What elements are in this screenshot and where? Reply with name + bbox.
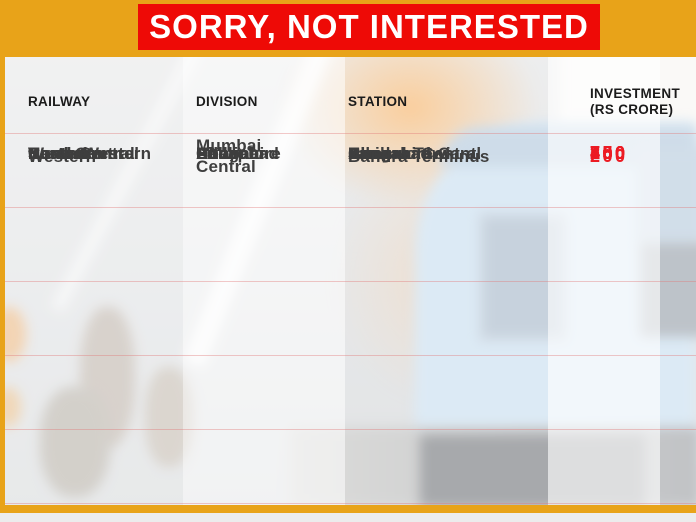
division-cell: Howrah <box>196 144 260 163</box>
row-separator <box>5 207 696 208</box>
row-separator <box>5 429 696 430</box>
investment-column-band <box>548 57 660 505</box>
division-cell: Pune <box>196 144 239 163</box>
row-separator <box>5 133 696 134</box>
division-cell: Bhopal <box>196 144 255 163</box>
table-header: RAILWAY DIVISION STATION INVESTMENT (RS … <box>0 77 696 127</box>
division-cell: Bangalore <box>196 144 281 163</box>
column-header-investment-line1: INVESTMENT <box>590 86 681 101</box>
investment-cell: 350 <box>590 143 628 163</box>
row-separator <box>5 503 696 504</box>
column-header-investment-line2: (RS CRORE) <box>590 102 674 117</box>
bottom-gold-bar <box>0 505 696 513</box>
bottom-margin <box>0 513 696 522</box>
station-cell: Chennai Central <box>348 144 482 163</box>
column-header-division: DIVISION <box>196 94 258 109</box>
railway-cell: North Central <box>28 144 140 163</box>
investment-cell: 80 <box>590 143 616 163</box>
railway-cell: Northern <box>28 144 102 163</box>
investment-cell: 400 <box>590 143 628 163</box>
table-row: Northern Delhi Faridabad 70 <box>0 135 696 172</box>
station-cell: Allahabad <box>348 144 432 163</box>
railway-column-band <box>5 57 183 505</box>
station-cell: Faridabad <box>348 144 432 163</box>
station-cell: Pune <box>348 144 391 163</box>
left-gold-border <box>0 57 5 513</box>
division-cell: Firozpur <box>196 144 266 163</box>
investment-cell: 75 <box>590 143 616 163</box>
station-cell: Howrah <box>348 144 412 163</box>
investment-cell: 150 <box>590 143 628 163</box>
table-row: Northern Firozpur Jammu Tawi 75 <box>0 135 696 172</box>
railway-cell: Eastern <box>28 144 92 163</box>
column-header-station: STATION <box>348 94 408 109</box>
railway-cell: South-Western <box>28 144 152 163</box>
table-row: Eastern Howrah Howrah 400 <box>0 135 696 172</box>
division-cell: Mumbai Central <box>196 136 262 176</box>
column-header-railway: RAILWAY <box>28 94 91 109</box>
division-cell: Delhi <box>196 144 239 163</box>
investment-cell: 200 <box>590 143 628 163</box>
investment-cell: 70 <box>590 143 616 163</box>
railway-cell: West-Central <box>28 144 135 163</box>
investment-cell: 75 <box>590 143 616 163</box>
railway-cell: Western <box>28 146 97 166</box>
table-row: Western Mumbai Central Bandra Terminus 2… <box>0 135 696 176</box>
station-cell: Bangalore Cant. <box>348 144 482 163</box>
division-cell: Chennai <box>196 144 265 163</box>
title-banner: SORRY, NOT INTERESTED <box>138 4 600 50</box>
row-separator <box>5 281 696 282</box>
table-row: West-Central Bhopal Bhopal 75 <box>0 135 696 172</box>
top-gold-band: SORRY, NOT INTERESTED <box>0 0 696 57</box>
table-row: Southern Chennai Chennai Central 350 <box>0 135 696 172</box>
railway-cell: Southern <box>28 144 105 163</box>
station-cell: Bandra Terminus <box>348 146 490 166</box>
column-header-investment: INVESTMENT (RS CRORE) <box>570 86 696 118</box>
railway-cell: Central <box>28 144 88 163</box>
table-row: South-Western Bangalore Bangalore Cant. … <box>0 135 696 172</box>
table-row: Central Pune Pune 200 <box>0 135 696 172</box>
photo-table-area: RAILWAY DIVISION STATION INVESTMENT (RS … <box>0 57 696 505</box>
station-cell: Bhopal <box>348 144 407 163</box>
investment-cell: 200 <box>590 145 628 166</box>
division-cell: Allahabad <box>196 144 280 163</box>
table-row: North Central Allahabad Allahabad 150 <box>0 135 696 172</box>
page-title: SORRY, NOT INTERESTED <box>149 8 589 45</box>
station-cell: Jammu Tawi <box>348 144 451 163</box>
row-separator <box>5 355 696 356</box>
railway-cell: Northern <box>28 144 102 163</box>
division-column-band <box>183 57 345 505</box>
